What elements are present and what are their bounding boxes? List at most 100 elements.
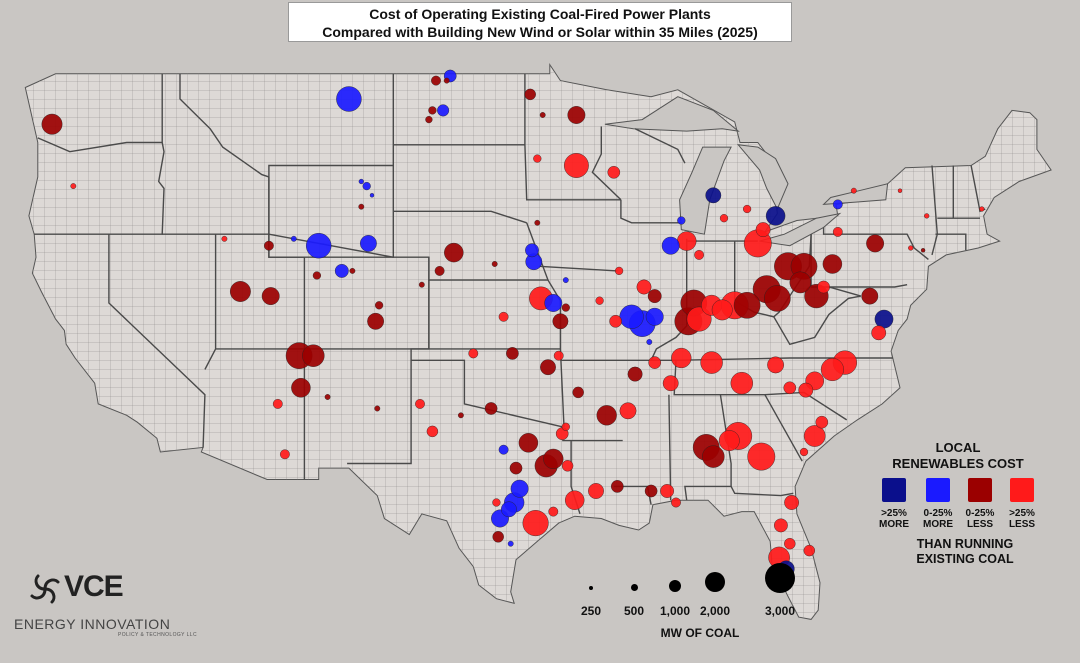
power-plant-marker <box>498 311 509 322</box>
state-border <box>108 234 206 448</box>
legend-footer-line-1: THAN RUNNING <box>916 537 1014 551</box>
power-plant-marker <box>468 348 479 359</box>
power-plant-marker <box>924 213 930 219</box>
size-label-500: 500 <box>623 604 645 618</box>
power-plant-marker <box>349 267 356 274</box>
state-border <box>822 227 929 260</box>
power-plant-marker <box>291 378 311 398</box>
state-border <box>811 284 908 288</box>
size-dot-2000 <box>705 572 725 592</box>
state-border <box>560 357 893 361</box>
power-plant-marker <box>312 271 322 280</box>
swatch-red <box>1010 478 1034 502</box>
power-plant-marker <box>492 498 501 507</box>
power-plant-marker <box>730 372 753 395</box>
power-plant-marker <box>302 344 325 367</box>
state-border <box>591 126 622 201</box>
state-border <box>935 233 967 251</box>
power-plant-marker <box>491 261 498 267</box>
power-plant-marker <box>614 266 624 276</box>
power-plant-marker <box>815 415 829 429</box>
color-legend: >25% MORE 0-25% MORE 0-25% LESS >25% LES… <box>879 478 1050 538</box>
size-legend: 250 500 1,000 2,000 3,000 MW OF COAL <box>570 560 810 640</box>
swatch-label-red: >25% LESS <box>1002 508 1042 530</box>
power-plant-marker <box>507 540 514 547</box>
power-plant-marker <box>662 375 679 392</box>
power-plant-marker <box>755 222 771 238</box>
power-plant-marker <box>861 287 879 305</box>
power-plant-marker <box>742 204 752 214</box>
swatch-label-line: 0-25% <box>923 508 953 519</box>
size-dot-1000 <box>669 580 681 592</box>
power-plant-marker <box>539 112 546 118</box>
power-plant-marker <box>540 359 556 376</box>
power-plant-marker <box>431 75 441 86</box>
power-plant-marker <box>561 422 570 431</box>
map-title: Cost of Operating Existing Coal-Fired Po… <box>288 2 792 42</box>
power-plant-marker <box>783 381 797 395</box>
color-legend-footer: THAN RUNNING EXISTING COAL <box>880 537 1050 567</box>
power-plant-marker <box>803 544 815 557</box>
swatch-label-line: MORE <box>923 519 953 530</box>
size-label-1000: 1,000 <box>659 604 691 618</box>
power-plant-marker <box>636 279 652 295</box>
power-plant-marker <box>645 307 664 326</box>
size-dot-3000 <box>765 563 795 593</box>
size-label-3000: 3,000 <box>764 604 796 618</box>
power-plant-marker <box>336 86 362 112</box>
power-plant-marker <box>647 289 662 303</box>
power-plant-marker <box>561 303 570 312</box>
power-plant-marker <box>850 187 857 194</box>
size-label-2000: 2,000 <box>699 604 731 618</box>
power-plant-marker <box>767 356 784 374</box>
power-plant-marker <box>596 405 617 426</box>
county-grid <box>25 64 1052 620</box>
power-plant-marker <box>492 531 504 543</box>
power-plant-marker <box>817 280 830 294</box>
power-plant-marker <box>457 412 464 419</box>
power-plant-marker <box>518 433 539 453</box>
power-plant-marker <box>718 430 740 451</box>
legend-footer-line-2: EXISTING COAL <box>916 552 1014 566</box>
swatch-label-line: MORE <box>879 519 909 530</box>
power-plant-marker <box>619 304 644 329</box>
power-plant-marker <box>799 447 809 457</box>
swatch-label-line: LESS <box>1008 519 1036 530</box>
state-border <box>37 137 163 153</box>
power-plant-marker <box>418 281 425 288</box>
power-plant-marker <box>548 506 559 517</box>
color-legend-heading: LOCAL RENEWABLES COST <box>858 440 1058 472</box>
power-plant-marker <box>774 518 788 533</box>
power-plant-marker <box>711 299 733 321</box>
state-border <box>620 199 682 224</box>
power-plant-marker <box>660 484 674 498</box>
power-plant-marker <box>525 243 539 258</box>
power-plant-marker <box>272 398 283 409</box>
legend-heading-line-2: RENEWABLES COST <box>892 456 1024 471</box>
power-plant-marker <box>362 182 371 191</box>
power-plant-marker <box>306 232 332 259</box>
state-border <box>634 128 686 164</box>
power-plant-marker <box>567 106 586 124</box>
great-lake <box>822 183 889 205</box>
power-plant-marker <box>425 115 433 124</box>
power-plant-marker <box>609 314 622 328</box>
state-border <box>393 210 527 224</box>
power-plant-marker <box>874 309 894 329</box>
power-plant-marker <box>426 425 439 438</box>
vce-logo-text: VCE <box>64 570 124 603</box>
power-plant-marker <box>221 235 228 242</box>
title-line-2: Compared with Building New Wind or Solar… <box>322 24 758 40</box>
power-plant-marker <box>562 277 569 283</box>
power-plant-marker <box>565 490 585 510</box>
power-plant-marker <box>789 271 812 294</box>
power-plant-marker <box>533 154 542 163</box>
power-plant-marker <box>644 484 658 498</box>
power-plant-marker <box>553 350 564 361</box>
power-plant-marker <box>784 538 796 550</box>
legend-heading-line-1: LOCAL <box>935 440 981 455</box>
power-plant-marker <box>705 187 722 204</box>
power-plant-marker <box>334 263 349 278</box>
power-plant-marker <box>561 460 574 472</box>
